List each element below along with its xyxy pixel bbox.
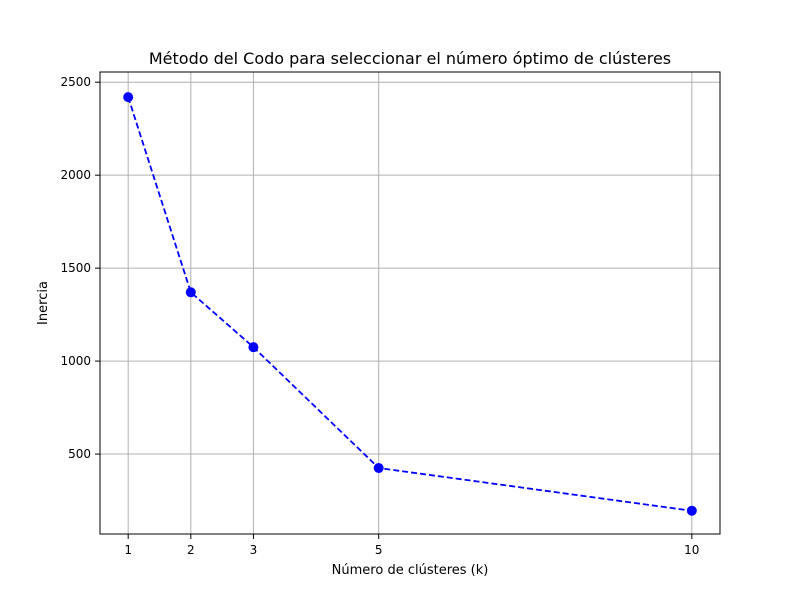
grid-layer bbox=[100, 72, 720, 534]
x-tick-label: 1 bbox=[124, 543, 132, 557]
y-tick-label: 500 bbox=[68, 447, 91, 461]
x-axis-label: Número de clústeres (k) bbox=[332, 563, 489, 578]
x-tick-label: 10 bbox=[684, 543, 699, 557]
data-point bbox=[248, 342, 259, 353]
y-tick-label: 1500 bbox=[60, 261, 91, 275]
x-tick-label: 5 bbox=[375, 543, 383, 557]
data-point bbox=[123, 92, 134, 103]
y-tick-label: 1000 bbox=[60, 354, 91, 368]
y-tick-label: 2500 bbox=[60, 75, 91, 89]
x-tick-label: 2 bbox=[187, 543, 195, 557]
y-axis-label: Inercia bbox=[36, 281, 51, 325]
data-point bbox=[373, 463, 384, 473]
chart-title: Método del Codo para seleccionar el núme… bbox=[149, 49, 671, 68]
data-point bbox=[185, 287, 196, 298]
plot-frame bbox=[99, 71, 721, 535]
series-layer bbox=[123, 92, 697, 516]
y-tick-label: 2000 bbox=[60, 168, 91, 182]
data-point bbox=[686, 505, 697, 516]
x-tick-label: 3 bbox=[250, 543, 258, 557]
tick-layer: 1 2 3 5 10 500 1000 1500 2000 2500 bbox=[60, 75, 699, 557]
